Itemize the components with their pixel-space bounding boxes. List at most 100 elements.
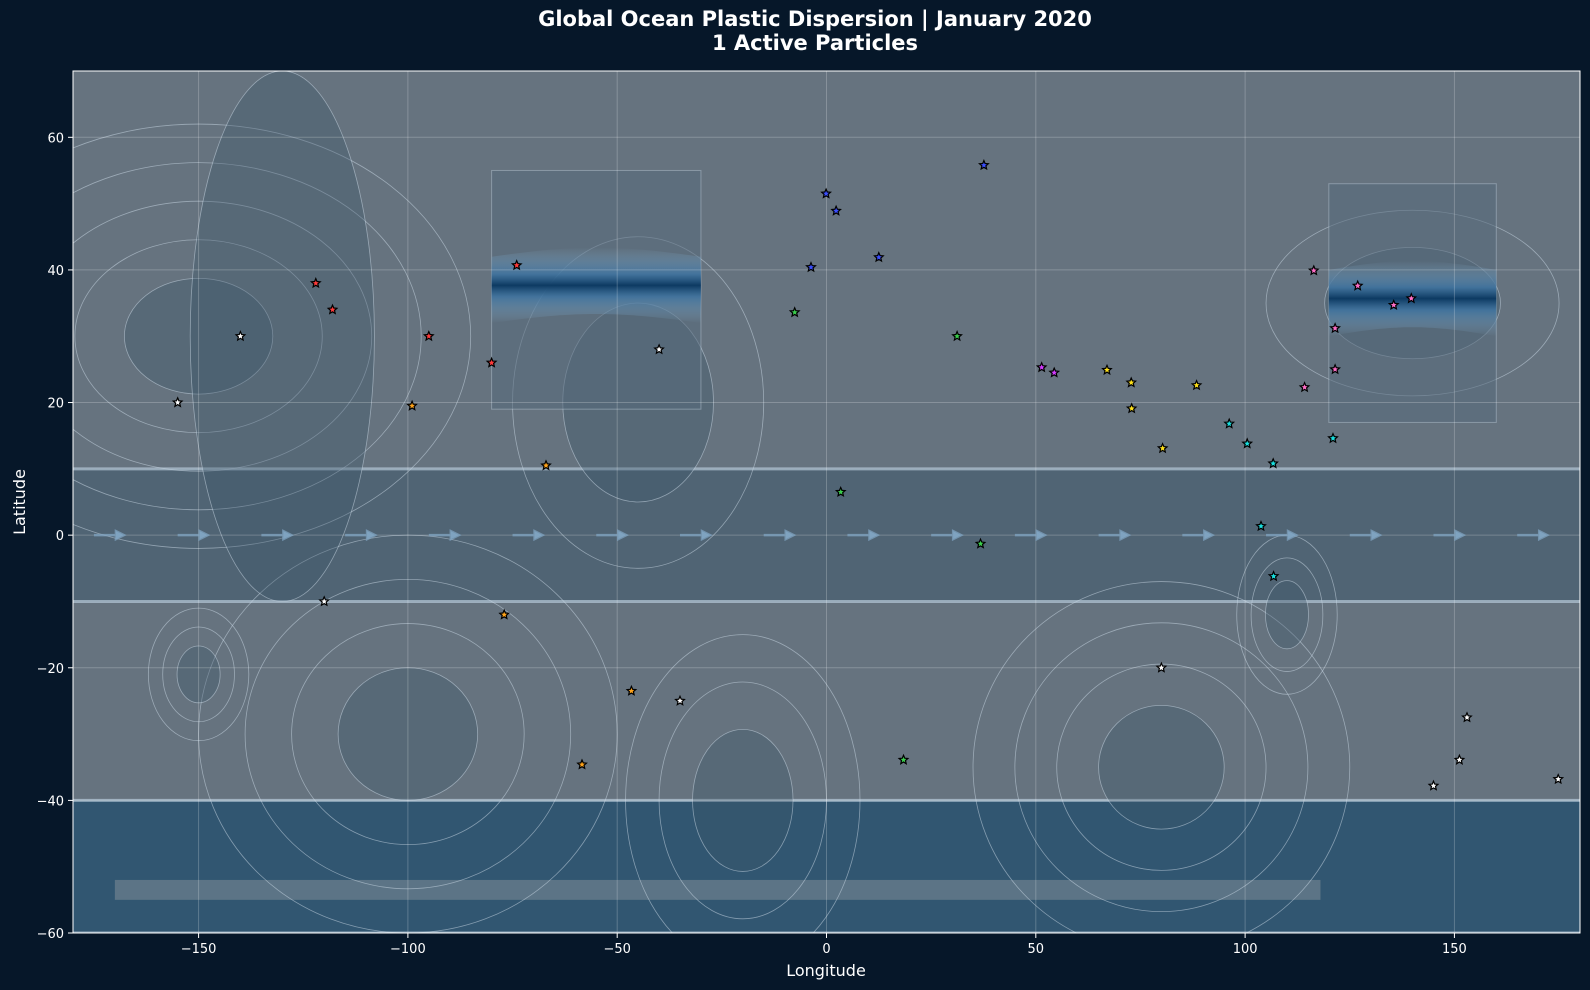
particle-marker — [978, 159, 990, 171]
particle-marker — [1327, 432, 1339, 444]
contour-line — [625, 634, 861, 933]
y-tick-label: 60 — [47, 131, 64, 146]
y-tick-label: 0 — [56, 529, 64, 544]
particle-marker — [1223, 417, 1236, 429]
contour-line — [337, 667, 479, 801]
particle-marker — [1427, 779, 1440, 791]
particle-marker — [805, 261, 817, 273]
particle-marker — [171, 396, 184, 408]
particle-marker — [834, 485, 847, 498]
contour-line — [1250, 557, 1324, 672]
x-tick-label: −100 — [390, 942, 426, 957]
current-jets — [491, 169, 1497, 423]
chart-subtitle: 1 Active Particles — [712, 31, 918, 55]
particle-marker — [974, 537, 987, 549]
particle-marker — [1552, 773, 1565, 785]
particle-marker — [1351, 279, 1364, 291]
particle-marker — [830, 204, 842, 216]
particle-marker — [1387, 298, 1400, 311]
contour-line — [176, 645, 221, 704]
particle-marker — [625, 684, 638, 696]
x-tick-label: 50 — [1028, 942, 1045, 957]
particle-marker — [1307, 264, 1320, 276]
particle-marker — [674, 694, 686, 706]
flow-arrow — [261, 529, 295, 542]
particle-marker — [485, 356, 498, 368]
particle-marker — [309, 277, 322, 289]
particle-marker — [318, 595, 330, 607]
contour-line — [291, 623, 525, 845]
contour-line — [972, 581, 1351, 933]
flow-arrow — [1098, 529, 1132, 542]
particle-marker — [498, 608, 510, 620]
y-tick-label: 40 — [47, 264, 64, 279]
flow-arrow — [1266, 529, 1299, 542]
contour-line — [244, 578, 572, 890]
x-tick-label: −50 — [603, 942, 630, 957]
flow-arrow — [596, 529, 630, 542]
chart-title: Global Ocean Plastic Dispersion | Januar… — [538, 7, 1092, 32]
particle-markers — [171, 159, 1565, 791]
particle-marker — [951, 330, 963, 342]
contour-line — [1265, 580, 1309, 650]
x-tick-label: −150 — [181, 942, 217, 957]
x-tick-label: 0 — [822, 942, 830, 957]
flow-arrow — [93, 529, 127, 542]
contour-line — [123, 277, 274, 395]
y-tick-label: −40 — [37, 794, 64, 809]
flow-arrow — [1349, 529, 1383, 542]
particle-marker — [1101, 363, 1113, 376]
flow-arrow — [931, 529, 964, 542]
particle-marker — [1156, 442, 1169, 454]
x-tick-label: 150 — [1442, 942, 1467, 957]
y-tick-label: 20 — [47, 397, 64, 412]
contour-line — [658, 681, 827, 920]
particle-marker — [653, 343, 665, 355]
y-axis-label: Latitude — [10, 469, 29, 535]
flow-arrow — [345, 529, 378, 542]
particle-marker — [422, 330, 435, 342]
flow-arrow — [1433, 529, 1467, 542]
contour-line — [73, 162, 422, 511]
particle-marker — [1461, 711, 1473, 723]
flow-arrow — [1182, 529, 1216, 542]
flow-arrow — [428, 529, 462, 542]
contour-line — [147, 607, 250, 742]
particle-marker — [1255, 520, 1267, 532]
contour-line — [189, 71, 375, 602]
particle-marker — [1155, 661, 1168, 673]
contour-line — [1014, 622, 1309, 913]
particle-marker — [540, 459, 552, 471]
particle-marker — [1453, 753, 1466, 765]
light-bar — [114, 879, 1321, 900]
flow-arrow — [763, 529, 797, 542]
flow-arrow — [847, 529, 881, 542]
axis-ticks: −150 −100 −50 0 50 100 150 −60 −40 −20 0 20 40 60 — [37, 131, 1467, 957]
latitude-band — [73, 468, 1580, 602]
current-jet — [491, 247, 701, 323]
particle-marker — [576, 758, 588, 770]
particle-marker — [1125, 402, 1138, 414]
x-axis-label: Longitude — [786, 961, 866, 980]
flow-arrow — [512, 529, 546, 542]
grid-lines — [73, 71, 1580, 933]
y-tick-label: −60 — [37, 927, 64, 942]
particle-marker — [897, 753, 910, 765]
particle-marker — [1035, 361, 1048, 373]
particle-marker — [1241, 437, 1254, 449]
contour-line — [162, 626, 235, 723]
flow-arrows — [93, 529, 1551, 542]
flow-arrow — [1517, 529, 1551, 542]
particle-marker — [234, 330, 247, 342]
y-tick-label: −20 — [37, 662, 64, 677]
particle-marker — [326, 303, 339, 315]
particle-marker — [1190, 379, 1203, 391]
particle-marker — [1267, 457, 1279, 469]
particle-marker — [1405, 292, 1418, 304]
particle-marker — [1298, 381, 1311, 393]
flow-arrow — [177, 529, 211, 542]
particle-marker — [510, 259, 523, 271]
contour-line — [73, 200, 373, 472]
particle-marker — [1267, 570, 1280, 582]
